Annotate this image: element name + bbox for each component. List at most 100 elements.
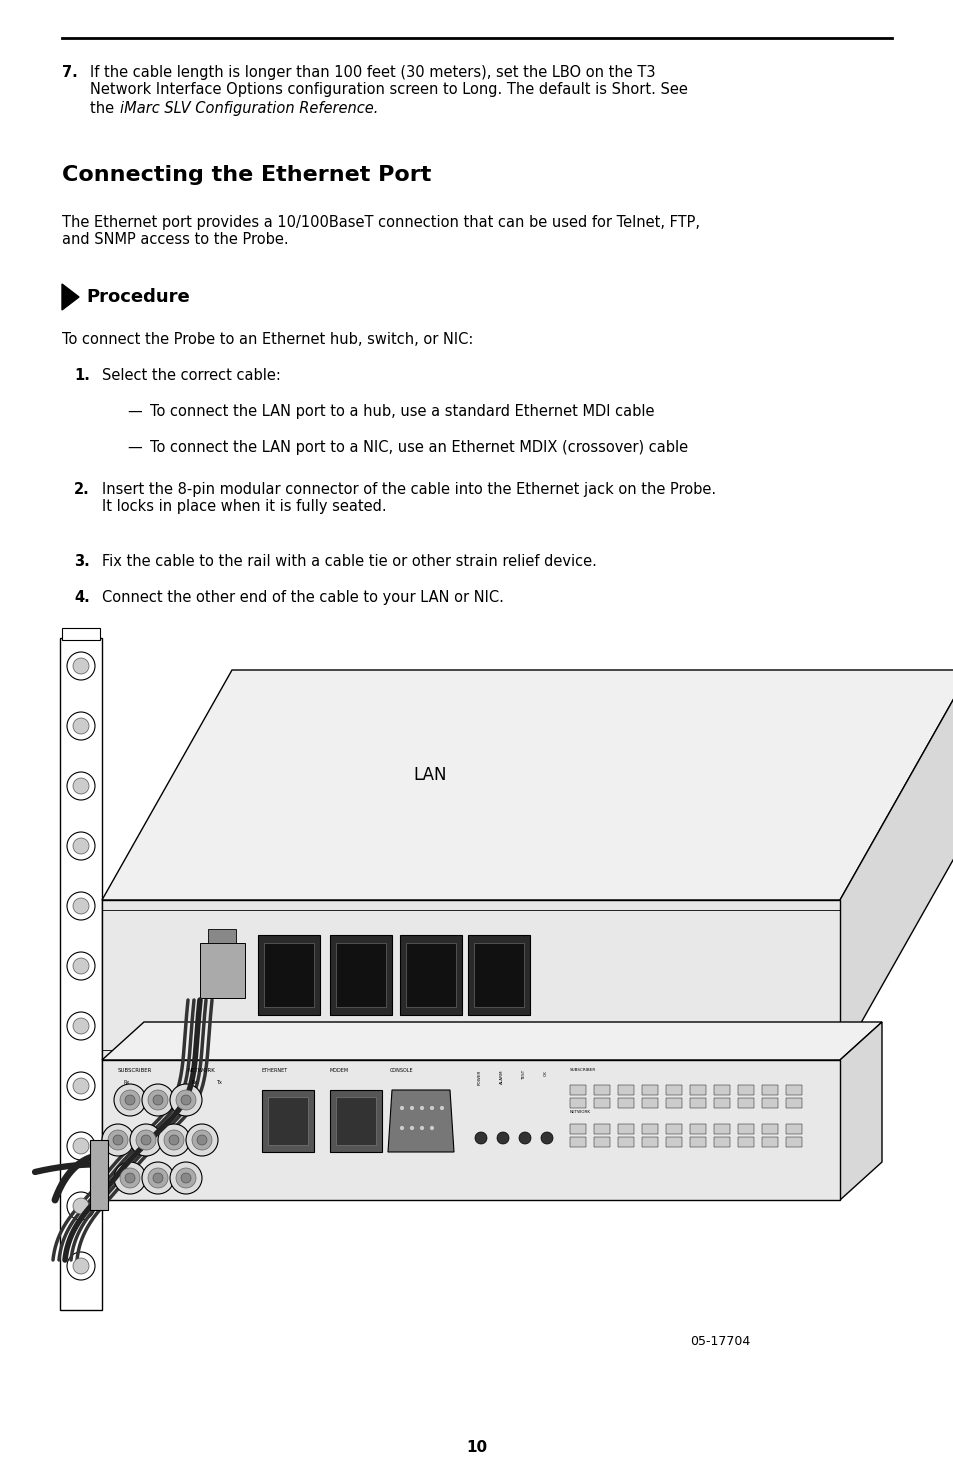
- Text: LAN: LAN: [413, 766, 446, 785]
- Circle shape: [125, 1173, 135, 1183]
- Bar: [200, 943, 245, 999]
- Circle shape: [419, 1105, 424, 1111]
- Circle shape: [67, 771, 95, 799]
- Circle shape: [73, 1258, 89, 1274]
- Circle shape: [152, 1173, 163, 1183]
- Bar: [785, 1137, 801, 1148]
- Text: Procedure: Procedure: [86, 288, 190, 305]
- Bar: [713, 1137, 729, 1148]
- Circle shape: [419, 1125, 424, 1130]
- Bar: [738, 1124, 753, 1134]
- Polygon shape: [102, 670, 953, 900]
- Circle shape: [67, 1012, 95, 1040]
- Bar: [208, 929, 235, 943]
- Bar: [785, 1097, 801, 1108]
- Polygon shape: [62, 285, 79, 310]
- Text: TEST: TEST: [521, 1069, 525, 1080]
- Circle shape: [399, 1125, 404, 1130]
- Bar: [738, 1086, 753, 1094]
- Bar: [594, 1137, 609, 1148]
- Text: 05-17704: 05-17704: [689, 1335, 749, 1348]
- Bar: [257, 935, 319, 1015]
- Circle shape: [141, 1134, 151, 1145]
- Text: To connect the LAN port to a NIC, use an Ethernet MDIX (crossover) cable: To connect the LAN port to a NIC, use an…: [150, 440, 687, 454]
- Bar: [641, 1086, 658, 1094]
- Circle shape: [67, 652, 95, 680]
- Text: Rx: Rx: [192, 1080, 198, 1086]
- Bar: [618, 1124, 634, 1134]
- Bar: [618, 1137, 634, 1148]
- Text: Connect the other end of the cable to your LAN or NIC.: Connect the other end of the cable to yo…: [102, 590, 503, 605]
- Text: Connecting the Ethernet Port: Connecting the Ethernet Port: [62, 165, 431, 184]
- Bar: [689, 1124, 705, 1134]
- Circle shape: [175, 1090, 195, 1111]
- Text: SUBSCRIBER: SUBSCRIBER: [118, 1068, 152, 1072]
- Bar: [618, 1097, 634, 1108]
- Text: 3.: 3.: [74, 555, 90, 569]
- Circle shape: [130, 1124, 162, 1156]
- Circle shape: [475, 1131, 486, 1145]
- Bar: [330, 935, 392, 1015]
- Text: —: —: [127, 440, 142, 454]
- Text: the: the: [90, 100, 118, 117]
- Circle shape: [73, 1018, 89, 1034]
- Circle shape: [181, 1094, 191, 1105]
- Circle shape: [142, 1084, 173, 1117]
- Circle shape: [112, 1134, 123, 1145]
- Bar: [618, 1086, 634, 1094]
- Text: ETHERNET: ETHERNET: [262, 1068, 288, 1072]
- Circle shape: [67, 892, 95, 920]
- Text: SUBSCRIBER: SUBSCRIBER: [569, 1068, 596, 1072]
- Circle shape: [73, 1078, 89, 1094]
- Bar: [641, 1097, 658, 1108]
- Circle shape: [181, 1173, 191, 1183]
- Circle shape: [439, 1105, 444, 1111]
- Bar: [335, 1097, 375, 1145]
- Text: OK: OK: [543, 1069, 547, 1075]
- Bar: [665, 1086, 681, 1094]
- Bar: [761, 1137, 778, 1148]
- Circle shape: [67, 951, 95, 979]
- Bar: [689, 1137, 705, 1148]
- Bar: [641, 1124, 658, 1134]
- Circle shape: [164, 1130, 184, 1150]
- Polygon shape: [388, 1090, 454, 1152]
- Circle shape: [497, 1131, 509, 1145]
- Circle shape: [169, 1134, 179, 1145]
- Circle shape: [429, 1125, 434, 1130]
- Circle shape: [142, 1162, 173, 1193]
- Polygon shape: [102, 1022, 882, 1061]
- Text: NETWORK: NETWORK: [188, 1068, 215, 1072]
- Circle shape: [192, 1130, 212, 1150]
- Circle shape: [113, 1162, 146, 1193]
- Text: Rx: Rx: [124, 1080, 131, 1086]
- Circle shape: [148, 1090, 168, 1111]
- Circle shape: [108, 1130, 128, 1150]
- Bar: [761, 1124, 778, 1134]
- Circle shape: [73, 658, 89, 674]
- Bar: [594, 1086, 609, 1094]
- Bar: [713, 1086, 729, 1094]
- Text: If the cable length is longer than 100 feet (30 meters), set the LBO on the T3
N: If the cable length is longer than 100 f…: [90, 65, 687, 97]
- Circle shape: [67, 832, 95, 860]
- Bar: [264, 943, 314, 1007]
- Bar: [330, 1090, 381, 1152]
- Text: 2.: 2.: [74, 482, 90, 497]
- Text: Tx: Tx: [215, 1080, 222, 1086]
- Circle shape: [73, 957, 89, 974]
- Bar: [474, 943, 523, 1007]
- Text: —: —: [127, 404, 142, 419]
- Circle shape: [67, 1131, 95, 1159]
- Bar: [594, 1097, 609, 1108]
- Circle shape: [73, 1139, 89, 1153]
- Circle shape: [120, 1090, 140, 1111]
- Text: 1.: 1.: [74, 367, 90, 384]
- Bar: [399, 935, 461, 1015]
- Bar: [62, 628, 100, 640]
- Bar: [569, 1124, 585, 1134]
- Bar: [738, 1097, 753, 1108]
- Circle shape: [120, 1168, 140, 1187]
- Text: Fix the cable to the rail with a cable tie or other strain relief device.: Fix the cable to the rail with a cable t…: [102, 555, 597, 569]
- Bar: [335, 943, 386, 1007]
- Text: POWER: POWER: [477, 1069, 481, 1086]
